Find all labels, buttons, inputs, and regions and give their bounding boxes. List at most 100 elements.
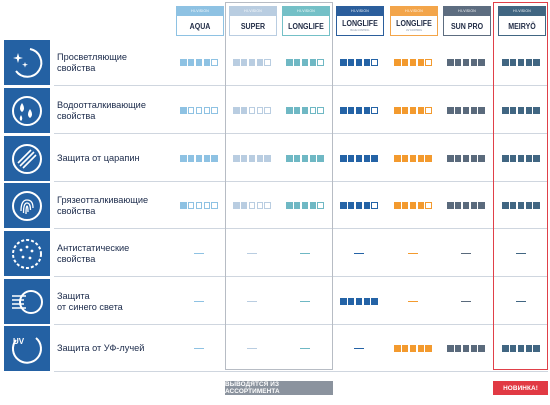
product-name: LONGLIFE xyxy=(287,16,325,35)
rating-square-filled xyxy=(340,107,347,114)
rating-square-empty xyxy=(203,202,210,209)
rating-longlife xyxy=(282,231,328,276)
not-available-dash xyxy=(300,252,310,255)
rating-longlife-bluecontrol xyxy=(336,136,382,181)
rating-square-filled xyxy=(470,345,477,352)
scratch-lens-icon xyxy=(4,136,50,181)
rating-square-filled xyxy=(203,155,210,162)
rating-square-filled xyxy=(417,155,424,162)
rating-square-filled xyxy=(462,345,470,352)
product-name: LONGLIFE UV CONTROL xyxy=(395,16,433,35)
rating-square-filled xyxy=(394,345,401,352)
rating-square-filled xyxy=(340,155,347,162)
rating-square-filled xyxy=(301,155,309,162)
rating-super xyxy=(229,136,275,181)
rating-longlife-bluecontrol xyxy=(336,279,382,324)
rating-longlife xyxy=(282,183,328,228)
rating-square-filled xyxy=(510,202,517,209)
rating-square-filled xyxy=(301,59,309,66)
rating-square-filled xyxy=(402,345,409,352)
svg-text:UV: UV xyxy=(13,337,25,346)
rating-square-filled xyxy=(355,107,363,114)
not-available-dash xyxy=(300,300,310,303)
rating-square-filled xyxy=(510,155,517,162)
rating-square-filled xyxy=(294,107,301,114)
rating-sunpro xyxy=(443,183,489,228)
water-drops-lens-icon xyxy=(4,88,50,133)
rating-square-filled xyxy=(309,155,316,162)
rating-square-filled xyxy=(417,202,424,209)
rating-square-filled xyxy=(241,107,248,114)
discontinued-frame xyxy=(225,2,333,370)
not-available-dash xyxy=(194,252,204,255)
feature-row-static: Антистатические свойства xyxy=(2,231,548,277)
rating-square-filled xyxy=(409,345,417,352)
rating-meiryo xyxy=(498,231,544,276)
rating-square-filled xyxy=(402,107,409,114)
rating-longlife-bluecontrol xyxy=(336,326,382,371)
rating-square-filled xyxy=(294,202,301,209)
rating-square-filled xyxy=(478,107,485,114)
rating-square-filled xyxy=(355,155,363,162)
product-header-super: HI-VISION SUPER xyxy=(229,6,277,36)
rating-square-filled xyxy=(340,59,347,66)
product-line: HI-VISION xyxy=(337,7,383,16)
rating-square-filled xyxy=(525,59,532,66)
rating-square-filled xyxy=(462,155,470,162)
rating-square-empty xyxy=(203,107,210,114)
rating-square-empty xyxy=(317,59,324,66)
rating-square-filled xyxy=(510,107,517,114)
rating-square-filled xyxy=(264,155,271,162)
rating-square-filled xyxy=(478,345,485,352)
rating-square-filled xyxy=(348,59,355,66)
rating-square-empty xyxy=(264,202,271,209)
rating-square-filled xyxy=(455,59,462,66)
row-divider xyxy=(54,181,548,182)
product-line: HI-VISION xyxy=(177,7,223,16)
not-available-dash xyxy=(247,347,257,350)
feature-label: Защита от синего света xyxy=(57,290,123,312)
rating-super xyxy=(229,183,275,228)
rating-longlife-bluecontrol xyxy=(336,183,382,228)
rating-square-filled xyxy=(371,298,378,305)
rating-aqua xyxy=(176,183,222,228)
sparkle-lens-icon xyxy=(4,40,50,85)
rating-square-empty xyxy=(425,59,432,66)
rating-square-empty xyxy=(211,59,218,66)
product-line: HI-VISION xyxy=(283,7,329,16)
rating-square-filled xyxy=(203,59,210,66)
rating-square-filled xyxy=(241,59,248,66)
rating-square-filled xyxy=(402,202,409,209)
rating-square-filled xyxy=(241,202,248,209)
rating-sunpro xyxy=(443,231,489,276)
rating-square-filled xyxy=(517,345,525,352)
feature-label: Грязеотталкивающие свойства xyxy=(57,194,149,216)
rating-square-filled xyxy=(211,155,218,162)
rating-square-filled xyxy=(470,202,477,209)
rating-longlife xyxy=(282,279,328,324)
rating-square-filled xyxy=(425,345,432,352)
product-name: LONGLIFE BLUE CONTROL xyxy=(341,16,379,35)
rating-square-filled xyxy=(447,155,454,162)
rating-super xyxy=(229,231,275,276)
not-available-dash xyxy=(300,347,310,350)
rating-longlife-bluecontrol xyxy=(336,231,382,276)
rating-square-filled xyxy=(525,202,532,209)
product-header-longlife-bluecontrol: HI-VISION LONGLIFE BLUE CONTROL xyxy=(336,6,384,36)
feature-label: Антистатические свойства xyxy=(57,242,130,264)
not-available-dash xyxy=(247,252,257,255)
rating-square-filled xyxy=(301,107,309,114)
rating-square-filled xyxy=(241,155,248,162)
feature-label: Водоотталкивающие свойства xyxy=(57,99,146,121)
rating-square-filled xyxy=(462,202,470,209)
rating-sunpro xyxy=(443,88,489,133)
product-header-sunpro: HI-VISION SUN PRO xyxy=(443,6,491,36)
rating-longlife-bluecontrol xyxy=(336,40,382,85)
rating-square-empty xyxy=(195,107,203,114)
row-divider xyxy=(54,324,548,325)
rating-meiryo xyxy=(498,326,544,371)
not-available-dash xyxy=(194,347,204,350)
rating-longlife-bluecontrol xyxy=(336,88,382,133)
rating-longlife xyxy=(282,326,328,371)
rating-square-filled xyxy=(363,298,370,305)
